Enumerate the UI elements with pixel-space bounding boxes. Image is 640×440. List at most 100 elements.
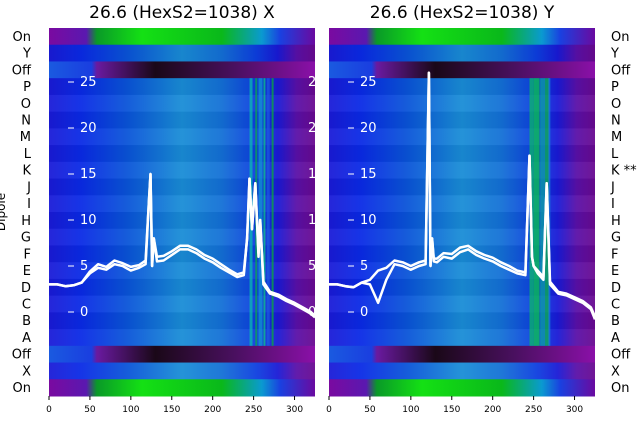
overlay-tick-label: 15 xyxy=(80,167,97,182)
heatmap-row xyxy=(329,379,595,397)
heatmap-row-shade xyxy=(49,262,315,280)
row-label: N xyxy=(611,114,621,129)
heatmap-row-shade xyxy=(49,362,315,380)
x-tick-label: 100 xyxy=(402,405,419,415)
heatmap-row xyxy=(49,161,315,180)
row-label: E xyxy=(611,264,619,279)
overlay-tick-label: 5 xyxy=(360,259,368,274)
overlay-tick-label: 10 xyxy=(360,213,377,228)
heatmap-row xyxy=(329,61,595,79)
heatmap-band xyxy=(271,78,274,346)
heatmap-row xyxy=(49,245,315,263)
heatmap-row xyxy=(329,345,595,364)
heatmap-band xyxy=(548,78,551,346)
heatmap-row-shade xyxy=(49,295,315,313)
overlay-tick-label: 25 xyxy=(80,75,97,90)
row-label: Y xyxy=(22,47,31,62)
chart-title: 26.6 (HexS2=1038) X xyxy=(89,3,275,23)
row-label: D xyxy=(21,281,31,296)
row-label: X xyxy=(611,364,620,379)
row-label: F xyxy=(611,247,618,262)
row-label: P xyxy=(611,80,619,95)
row-label: B xyxy=(611,314,620,329)
row-label: C xyxy=(22,298,31,313)
heatmap-row-shade xyxy=(49,161,315,180)
heatmap-row xyxy=(329,228,595,246)
overlay-tick-label: 0 xyxy=(80,305,88,320)
x-tick-label: 200 xyxy=(484,405,501,415)
overlay-tick-label: 25 xyxy=(360,75,377,90)
x-tick-label: 250 xyxy=(245,405,262,415)
row-label: M xyxy=(20,130,31,145)
heatmap-row-shade xyxy=(329,78,595,96)
row-label: O xyxy=(21,97,31,112)
heatmap-row xyxy=(329,44,595,62)
heatmap-row xyxy=(329,28,595,46)
heatmap-row xyxy=(329,329,595,347)
heatmap-row-shade xyxy=(49,94,315,113)
heatmap-row xyxy=(49,379,315,397)
heatmap-row-shade xyxy=(329,329,595,347)
heatmap-row-shade xyxy=(49,329,315,347)
heatmap-row-shade xyxy=(329,145,595,163)
heatmap-band xyxy=(266,78,270,346)
chart-title: 26.6 (HexS2=1038) Y xyxy=(370,3,555,23)
heatmap-row-shade xyxy=(329,228,595,246)
heatmap-row xyxy=(49,345,315,364)
panel-y: 26.6 (HexS2=1038) Y2520151050OnYOffPONML… xyxy=(326,3,637,415)
row-label: L xyxy=(611,147,619,162)
heatmap-row xyxy=(49,145,315,163)
heatmap-band xyxy=(258,78,263,346)
x-tick-label: 200 xyxy=(204,405,221,415)
heatmap-row xyxy=(49,329,315,347)
row-label: I xyxy=(611,197,615,212)
heatmap-row xyxy=(49,44,315,62)
row-label: I xyxy=(27,197,31,212)
heatmap-row xyxy=(329,111,595,129)
heatmap-row xyxy=(329,312,595,330)
row-label: M xyxy=(611,130,622,145)
row-label: N xyxy=(21,114,31,129)
heatmap-row-shade xyxy=(329,195,595,213)
heatmap-row xyxy=(49,28,315,46)
trace-line xyxy=(49,172,316,319)
trace-line xyxy=(329,71,597,320)
overlay-tick-label: 5 xyxy=(80,259,88,274)
overlay-tick-label-right: 15 xyxy=(308,167,325,182)
heatmap-row xyxy=(49,111,315,129)
heatmap-row-shade xyxy=(49,195,315,213)
heatmap-row xyxy=(49,61,315,79)
heatmap-row xyxy=(49,94,315,113)
heatmap-row-shade xyxy=(49,145,315,163)
row-label: On xyxy=(13,381,31,396)
row-label: Off xyxy=(12,348,32,363)
heatmap-row-shade xyxy=(329,44,595,62)
heatmap-row-shade xyxy=(49,44,315,62)
x-tick-label: 0 xyxy=(326,405,332,415)
row-label: B xyxy=(22,314,31,329)
row-label: E xyxy=(23,264,31,279)
x-tick-label: 250 xyxy=(525,405,542,415)
x-tick-label: 50 xyxy=(84,405,96,415)
heatmap-row-shade xyxy=(329,295,595,313)
heatmap-row-shade xyxy=(329,312,595,330)
heatmap-row xyxy=(49,78,315,96)
x-tick-label: 150 xyxy=(163,405,180,415)
row-label: On xyxy=(611,30,629,45)
heatmap-row xyxy=(49,312,315,330)
row-label: X xyxy=(22,364,31,379)
overlay-tick-label: 10 xyxy=(80,213,97,228)
row-label: Off xyxy=(611,348,631,363)
row-label: A xyxy=(22,331,31,346)
heatmap-row-shade xyxy=(49,245,315,263)
row-label: J xyxy=(26,180,31,195)
x-tick-label: 0 xyxy=(46,405,52,415)
row-label: K ** xyxy=(611,164,637,179)
row-label: Y xyxy=(610,47,619,62)
x-tick-label: 300 xyxy=(286,405,303,415)
overlay-tick-label: 20 xyxy=(80,121,97,136)
heatmap-row-shade xyxy=(49,312,315,330)
row-label: A xyxy=(611,331,620,346)
row-label: C xyxy=(611,298,620,313)
